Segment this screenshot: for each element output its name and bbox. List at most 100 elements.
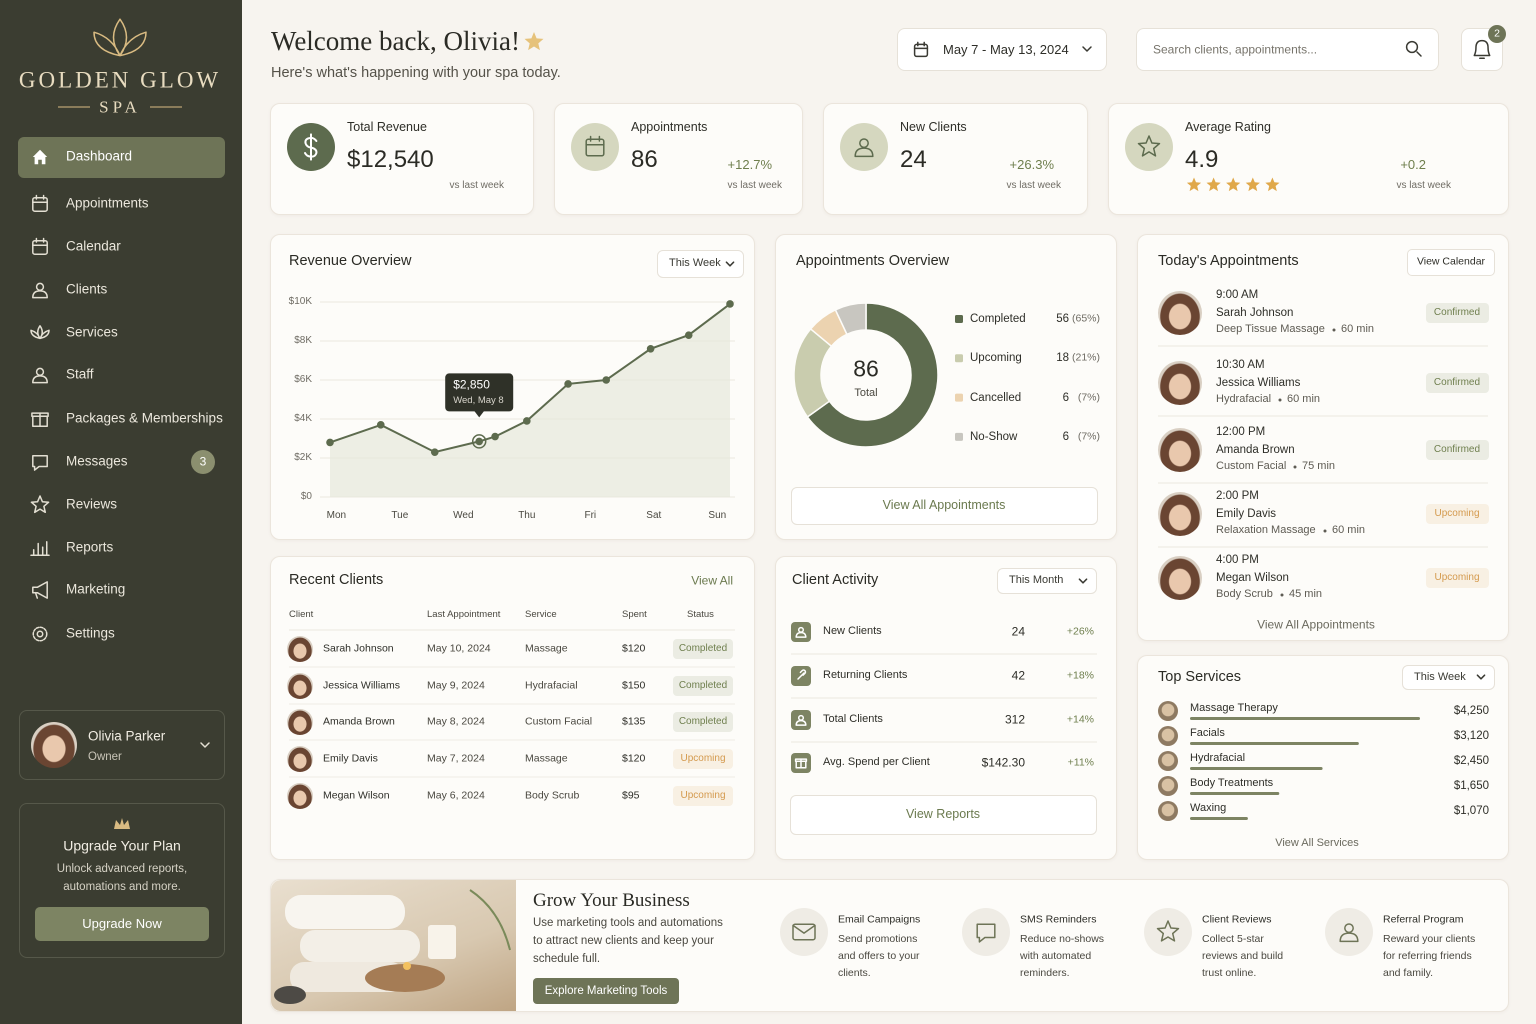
client-avatar bbox=[287, 746, 313, 772]
view-reports-button[interactable] bbox=[790, 795, 1097, 835]
feature-text: Collect 5-star reviews and build trust o… bbox=[1202, 933, 1284, 979]
client-avatar bbox=[1158, 291, 1202, 335]
appointment-time: 10:30 AM bbox=[1216, 358, 1265, 371]
client-avatar bbox=[287, 636, 313, 662]
client-avatar bbox=[287, 783, 313, 809]
kpi-icon bbox=[571, 123, 619, 171]
status-pill-bg bbox=[673, 749, 733, 769]
button-label[interactable]: View All Appointments bbox=[882, 498, 1006, 513]
date-range[interactable]: May 7 - May 13, 2024 bbox=[943, 41, 1069, 57]
recent-clients-card bbox=[270, 556, 755, 860]
legend-value: 6 bbox=[1062, 430, 1069, 443]
view-calendar-button[interactable] bbox=[1407, 249, 1495, 276]
status-pill-bg bbox=[673, 712, 733, 732]
x-tick-label: Tue bbox=[391, 509, 409, 521]
x-tick-label: Thu bbox=[518, 509, 536, 521]
service-value: $2,450 bbox=[1453, 754, 1489, 767]
kpi-note: vs last week bbox=[1006, 179, 1061, 191]
activity-icon bbox=[791, 753, 811, 773]
view-all-appointments-button[interactable] bbox=[791, 487, 1098, 525]
appointment-service: Body Scrub bbox=[1216, 588, 1273, 601]
search-placeholder[interactable]: Search clients, appointments... bbox=[1153, 42, 1318, 57]
nav-item[interactable]: Reports bbox=[66, 539, 114, 555]
revenue-card bbox=[270, 234, 755, 540]
cell: May 10, 2024 bbox=[427, 642, 491, 655]
nav-item[interactable]: Staff bbox=[66, 366, 94, 382]
upgrade-card bbox=[19, 803, 225, 958]
service-thumb bbox=[1158, 776, 1178, 796]
upgrade-title: Upgrade Your Plan bbox=[63, 837, 181, 854]
nav-badge bbox=[191, 450, 215, 474]
column-header: Client bbox=[289, 609, 314, 621]
appointment-time: 4:00 PM bbox=[1216, 553, 1259, 566]
activity-label: Total Clients bbox=[823, 713, 883, 726]
cell: May 6, 2024 bbox=[427, 789, 485, 802]
status-pill: Upcoming bbox=[680, 789, 726, 801]
nav-item[interactable]: Marketing bbox=[66, 581, 126, 597]
nav-item[interactable]: Calendar bbox=[66, 238, 121, 254]
feature-title: Email Campaigns bbox=[838, 913, 921, 926]
nav-item[interactable]: Dashboard bbox=[66, 148, 133, 164]
client-avatar bbox=[1158, 361, 1202, 405]
profile-card[interactable] bbox=[19, 710, 225, 780]
link[interactable]: View All bbox=[691, 573, 733, 588]
button-label[interactable]: View Reports bbox=[905, 807, 981, 822]
upgrade-text: Unlock advanced reports, automations and… bbox=[56, 863, 188, 893]
appointment-time: 12:00 PM bbox=[1216, 425, 1266, 438]
date-picker[interactable] bbox=[897, 28, 1107, 71]
upgrade-button-label[interactable]: Upgrade Now bbox=[82, 915, 162, 931]
appointment-status: Upcoming bbox=[1434, 507, 1480, 519]
appointment-client: Jessica Williams bbox=[1216, 376, 1301, 389]
kpi-value: 4.9 bbox=[1185, 146, 1219, 173]
marketing-title: Grow Your Business bbox=[533, 890, 690, 912]
marketing-text: Use marketing tools and automations to a… bbox=[533, 917, 723, 965]
nav-item[interactable]: Appointments bbox=[66, 195, 149, 211]
profile-name: Olivia Parker bbox=[88, 728, 166, 744]
status-pill: Completed bbox=[678, 715, 728, 727]
service-name: Body Treatments bbox=[1190, 777, 1274, 790]
appointment-status-bg bbox=[1425, 504, 1489, 524]
feature-icon bbox=[1144, 908, 1192, 956]
nav-item[interactable]: Settings bbox=[66, 625, 115, 641]
kpi-icon bbox=[287, 123, 335, 171]
activity-icon bbox=[791, 666, 811, 686]
button-label[interactable]: View Calendar bbox=[1416, 255, 1486, 268]
kpi-icon bbox=[840, 123, 888, 171]
activity-value: $142.30 bbox=[981, 755, 1025, 770]
filter-dropdown-label: This Week bbox=[669, 257, 721, 270]
nav-item[interactable]: Services bbox=[66, 324, 118, 340]
appointment-duration: 60 min bbox=[1341, 323, 1375, 336]
nav-item[interactable]: Clients bbox=[66, 281, 108, 297]
appointment-service: Custom Facial bbox=[1216, 460, 1287, 473]
cell: Custom Facial bbox=[525, 715, 593, 728]
nav-item[interactable]: Reviews bbox=[66, 496, 118, 512]
legend-label: Upcoming bbox=[970, 352, 1022, 365]
appointment-status: Confirmed bbox=[1433, 376, 1481, 388]
y-tick-label: $4K bbox=[294, 412, 312, 424]
y-tick-label: $10K bbox=[288, 295, 312, 307]
status-pill-bg bbox=[673, 676, 733, 696]
upgrade-button[interactable] bbox=[35, 907, 209, 941]
feature-text: Reduce no-shows with automated reminders… bbox=[1020, 933, 1105, 979]
cell: Sarah Johnson bbox=[323, 642, 394, 655]
service-name: Massage Therapy bbox=[1190, 702, 1278, 715]
cell: Hydrafacial bbox=[525, 679, 578, 692]
appointment-client: Sarah Johnson bbox=[1216, 306, 1294, 319]
link[interactable]: View All Appointments bbox=[1257, 617, 1375, 632]
nav-item[interactable]: Packages & Memberships bbox=[66, 410, 223, 426]
legend-label: Cancelled bbox=[970, 391, 1022, 404]
marketing-button-label[interactable]: Explore Marketing Tools bbox=[544, 984, 668, 997]
y-tick-label: $2K bbox=[294, 451, 312, 463]
link[interactable]: View All Services bbox=[1275, 837, 1359, 850]
kpi-note: vs last week bbox=[449, 179, 504, 191]
notification-badge bbox=[1488, 25, 1506, 43]
activity-value: 24 bbox=[1011, 624, 1025, 639]
marketing-button[interactable] bbox=[533, 978, 679, 1004]
search-box[interactable] bbox=[1136, 28, 1439, 71]
legend-label: No-Show bbox=[970, 430, 1018, 443]
activity-label: New Clients bbox=[823, 625, 882, 638]
legend-percent: (7%) bbox=[1077, 391, 1100, 404]
nav-item[interactable]: Messages bbox=[66, 453, 128, 469]
